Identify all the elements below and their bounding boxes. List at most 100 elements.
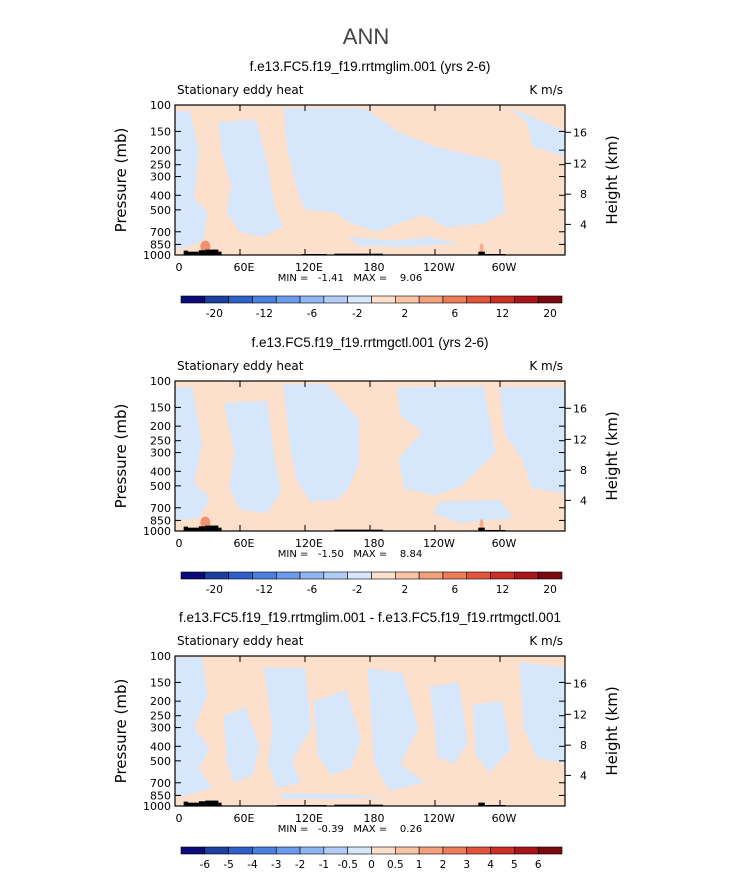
colorbar-label: 20 [543,308,556,320]
colorbar-swatch [252,295,277,304]
y-tick-label: 150 [150,676,171,689]
x-tick-label: 180 [364,261,385,274]
colorbar-label: -6 [307,308,318,320]
colorbar-swatch [228,571,253,580]
colorbar-label: 5 [511,859,518,871]
y-tick-label: 100 [150,650,171,663]
negative-region [367,667,425,791]
y-tick-label: 200 [150,695,171,708]
colorbar-swatch [252,846,277,855]
height-tick-label: 8 [580,464,587,477]
y-tick-label: 250 [150,159,171,172]
x-tick-label: 60W [492,261,517,274]
colorbar-swatch [442,295,468,304]
y-axis-label: Pressure (mb) [112,404,130,509]
colorbar-label: -5 [223,859,233,871]
negative-region [283,384,360,502]
topography-bar [183,801,188,806]
colorbar-label: -12 [256,584,273,596]
colorbar-label: 20 [543,584,556,596]
min-max-stats: MIN = -1.50 MAX = 8.84 [278,549,422,560]
topography-bar [218,251,222,255]
colorbar-label: 3 [463,859,470,871]
left-label: Stationary eddy heat [177,83,304,97]
x-tick-label: 120E [295,812,323,825]
x-tick-label: 60E [234,261,255,274]
height-tick-label: 16 [573,126,587,139]
x-tick-label: 180 [364,537,385,550]
negative-region [313,690,362,775]
height-axis-label: Height (km) [603,411,621,500]
negative-region [175,111,208,249]
y-tick-label: 400 [150,465,171,478]
x-tick-label: 120W [423,261,455,274]
negative-region [223,707,260,783]
y-tick-label: 850 [150,789,171,802]
figure-title: ANN [343,24,389,49]
y-tick-label: 500 [150,755,171,768]
colorbar-label: -12 [256,308,273,320]
colorbar-swatch [490,846,515,855]
colorbar-label: 6 [452,584,459,596]
colorbar-swatch [204,571,229,580]
panel-title: f.e13.FC5.f19_f19.rrtmglim.001 - f.e13.F… [179,610,561,625]
colorbar-swatch [395,846,420,855]
y-tick-label: 300 [150,722,171,735]
colorbar-label: 2 [401,584,408,596]
x-tick-label: 120W [423,537,455,550]
negative-region [397,386,496,496]
colorbar-swatch [323,571,348,580]
plot-area [175,381,565,531]
colorbar-label: 0.5 [387,859,404,871]
colorbar-swatch [466,846,491,855]
topography-bar [478,527,485,531]
colorbar-label: 1 [416,859,423,871]
colorbar-label: 4 [487,859,494,871]
height-tick-label: 12 [573,433,587,446]
panel-title: f.e13.FC5.f19_f19.rrtmgctl.001 (yrs 2-6) [251,335,488,350]
colorbar-label: -0.5 [337,859,358,871]
topography-bar [205,800,219,806]
y-tick-label: 850 [150,514,171,527]
colorbar-swatch [537,571,563,580]
negative-region [175,657,212,797]
colorbar-swatch [490,295,515,304]
y-tick-label: 100 [150,99,171,112]
colorbar-label: -2 [295,859,305,871]
y-tick-label: 150 [150,401,171,414]
x-tick-label: 60E [234,812,255,825]
topography-bar [198,801,206,806]
y-tick-label: 500 [150,204,171,217]
panels: f.e13.FC5.f19_f19.rrtmglim.001 (yrs 2-6)… [112,59,621,871]
y-tick-label: 400 [150,740,171,753]
y-tick-label: 100 [150,375,171,388]
colorbar-label: 2 [401,308,408,320]
plot-area [175,105,565,255]
topography-bar [334,529,383,531]
y-tick-label: 1000 [143,249,171,262]
colorbar-swatch [490,571,515,580]
y-tick-label: 400 [150,189,171,202]
right-label: K m/s [529,83,563,97]
negative-region [175,387,210,522]
colorbar-swatch [323,846,348,855]
colorbar-label: 2 [440,859,447,871]
colorbar-swatch [537,295,563,304]
y-axis-label: Pressure (mb) [112,679,130,784]
colorbar-swatch [418,295,444,304]
colorbar-swatch [323,295,348,304]
x-tick-label: 180 [364,812,385,825]
colorbar-swatch [275,571,301,580]
height-axis-label: Height (km) [603,135,621,224]
colorbar-swatch [299,295,325,304]
panel-2: f.e13.FC5.f19_f19.rrtmgctl.001 (yrs 2-6)… [112,335,621,596]
colorbar-swatch [371,295,396,304]
x-tick-label: 0 [176,537,183,550]
x-tick-label: 60W [492,812,517,825]
topography-bar [183,250,188,255]
right-label: K m/s [529,359,563,373]
colorbar-swatch [347,295,372,304]
topography-bar [218,802,222,806]
y-tick-label: 150 [150,125,171,138]
